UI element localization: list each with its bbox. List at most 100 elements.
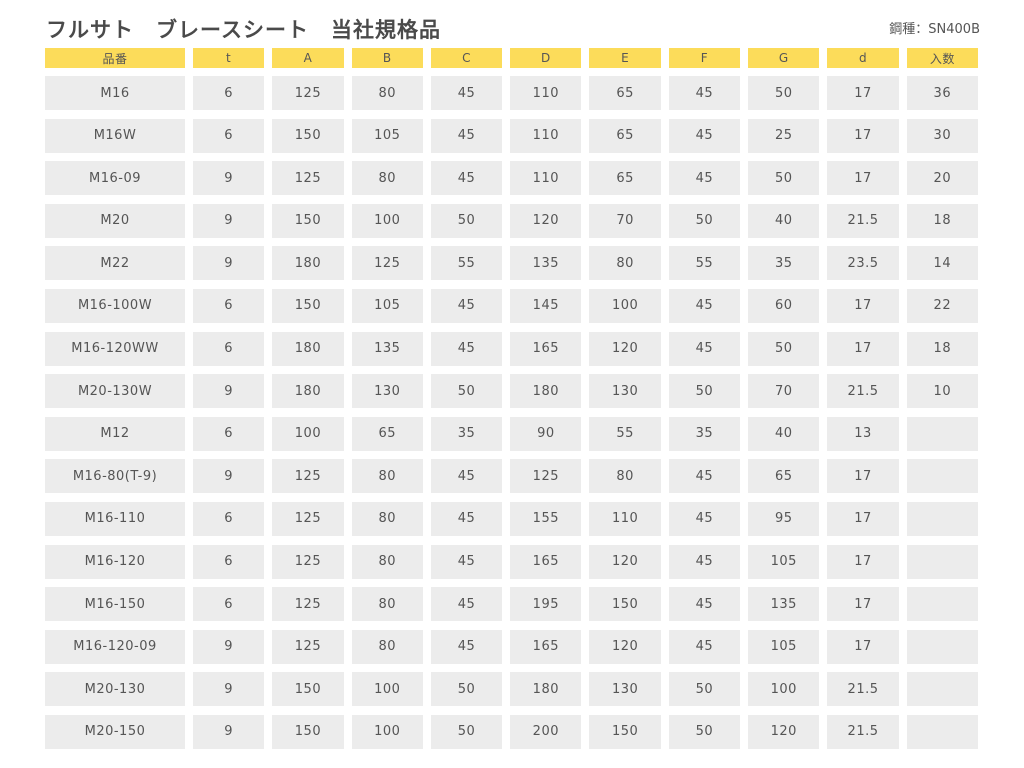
- cell-d-lower: 17: [827, 288, 899, 323]
- cell-t: 9: [193, 672, 265, 707]
- cell-a: 125: [272, 501, 344, 536]
- cell-part-number: M16-120-09: [45, 629, 185, 664]
- cell-quantity: [906, 629, 978, 664]
- cell-d-lower: 17: [827, 544, 899, 579]
- cell-d-upper: 165: [510, 331, 582, 366]
- cell-quantity: 36: [906, 76, 978, 110]
- cell-e: 55: [589, 416, 661, 451]
- cell-quantity: [906, 587, 978, 622]
- cell-f: 50: [668, 714, 741, 749]
- cell-a: 125: [272, 76, 344, 110]
- header-part-number: 品番: [45, 48, 185, 68]
- cell-part-number: M16-120: [45, 544, 185, 579]
- cell-d-upper: 110: [510, 118, 582, 153]
- cell-g: 100: [748, 672, 820, 707]
- header-t: t: [193, 48, 265, 68]
- cell-g: 50: [748, 161, 820, 196]
- cell-part-number: M20-130W: [45, 374, 185, 409]
- header-c: C: [430, 48, 503, 68]
- table-row: M20-130 9 150 100 50 180 130 50 100 21.5: [45, 672, 980, 707]
- cell-f: 45: [668, 331, 741, 366]
- cell-part-number: M20-150: [45, 714, 185, 749]
- header-e: E: [589, 48, 661, 68]
- cell-d-upper: 180: [510, 374, 582, 409]
- cell-e: 120: [589, 331, 661, 366]
- cell-t: 6: [193, 416, 265, 451]
- table-row: M16W 6 150 105 45 110 65 45 25 17 30: [45, 118, 980, 153]
- cell-t: 9: [193, 374, 265, 409]
- cell-b: 80: [351, 544, 423, 579]
- table-row: M16 6 125 80 45 110 65 45 50 17 36: [45, 76, 980, 110]
- cell-d-lower: 17: [827, 629, 899, 664]
- cell-c: 50: [430, 374, 503, 409]
- cell-d-lower: 17: [827, 501, 899, 536]
- cell-e: 120: [589, 629, 661, 664]
- cell-d-upper: 165: [510, 544, 582, 579]
- steel-grade-label: 鋼種：SN400B: [889, 22, 980, 37]
- cell-t: 9: [193, 246, 265, 281]
- cell-quantity: 18: [906, 203, 978, 238]
- cell-g: 105: [748, 544, 820, 579]
- cell-quantity: [906, 544, 978, 579]
- cell-b: 100: [351, 672, 423, 707]
- cell-a: 125: [272, 161, 344, 196]
- cell-e: 110: [589, 501, 661, 536]
- cell-c: 55: [430, 246, 503, 281]
- cell-c: 45: [430, 587, 503, 622]
- cell-quantity: 10: [906, 374, 978, 409]
- cell-g: 40: [748, 203, 820, 238]
- cell-g: 60: [748, 288, 820, 323]
- table-row: M20-130W 9 180 130 50 180 130 50 70 21.5 10: [45, 374, 980, 409]
- cell-g: 95: [748, 501, 820, 536]
- cell-d-upper: 125: [510, 459, 582, 494]
- cell-t: 6: [193, 288, 265, 323]
- table-header-row: 品番 t A B C D E F G d 入数: [45, 48, 980, 68]
- cell-part-number: M16-120WW: [45, 331, 185, 366]
- cell-c: 45: [430, 544, 503, 579]
- cell-e: 100: [589, 288, 661, 323]
- cell-b: 100: [351, 714, 423, 749]
- cell-e: 80: [589, 459, 661, 494]
- cell-d-upper: 155: [510, 501, 582, 536]
- cell-b: 105: [351, 118, 423, 153]
- table-row: M16-100W 6 150 105 45 145 100 45 60 17 22: [45, 288, 980, 323]
- cell-g: 50: [748, 331, 820, 366]
- cell-e: 65: [589, 76, 661, 110]
- cell-part-number: M16W: [45, 118, 185, 153]
- cell-g: 105: [748, 629, 820, 664]
- cell-a: 150: [272, 672, 344, 707]
- cell-a: 150: [272, 288, 344, 323]
- cell-part-number: M12: [45, 416, 185, 451]
- cell-t: 6: [193, 544, 265, 579]
- cell-part-number: M20: [45, 203, 185, 238]
- cell-d-lower: 17: [827, 331, 899, 366]
- cell-quantity: 14: [906, 246, 978, 281]
- cell-part-number: M22: [45, 246, 185, 281]
- cell-quantity: 30: [906, 118, 978, 153]
- cell-g: 25: [748, 118, 820, 153]
- cell-quantity: 18: [906, 331, 978, 366]
- cell-g: 120: [748, 714, 820, 749]
- cell-d-lower: 21.5: [827, 672, 899, 707]
- cell-d-lower: 21.5: [827, 714, 899, 749]
- cell-d-lower: 17: [827, 587, 899, 622]
- table-row: M16-150 6 125 80 45 195 150 45 135 17: [45, 587, 980, 622]
- table-row: M12 6 100 65 35 90 55 35 40 13: [45, 416, 980, 451]
- cell-c: 45: [430, 118, 503, 153]
- cell-b: 125: [351, 246, 423, 281]
- cell-a: 180: [272, 374, 344, 409]
- cell-d-lower: 23.5: [827, 246, 899, 281]
- cell-g: 65: [748, 459, 820, 494]
- cell-d-upper: 165: [510, 629, 582, 664]
- cell-b: 105: [351, 288, 423, 323]
- cell-b: 80: [351, 629, 423, 664]
- cell-g: 50: [748, 76, 820, 110]
- header-g: G: [748, 48, 820, 68]
- cell-d-upper: 180: [510, 672, 582, 707]
- cell-d-upper: 135: [510, 246, 582, 281]
- cell-a: 125: [272, 544, 344, 579]
- cell-part-number: M16-09: [45, 161, 185, 196]
- cell-t: 6: [193, 76, 265, 110]
- cell-t: 9: [193, 459, 265, 494]
- cell-t: 9: [193, 203, 265, 238]
